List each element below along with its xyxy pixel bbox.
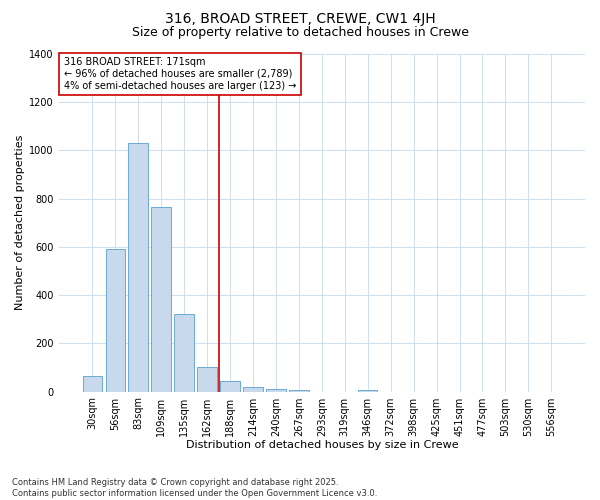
Text: 316, BROAD STREET, CREWE, CW1 4JH: 316, BROAD STREET, CREWE, CW1 4JH — [164, 12, 436, 26]
Bar — [220, 380, 240, 392]
Bar — [175, 314, 194, 392]
Bar — [151, 207, 171, 392]
Bar — [197, 368, 217, 392]
X-axis label: Distribution of detached houses by size in Crewe: Distribution of detached houses by size … — [185, 440, 458, 450]
Bar — [128, 143, 148, 392]
Bar — [83, 376, 102, 392]
Text: 316 BROAD STREET: 171sqm
← 96% of detached houses are smaller (2,789)
4% of semi: 316 BROAD STREET: 171sqm ← 96% of detach… — [64, 58, 296, 90]
Bar — [106, 250, 125, 392]
Bar — [266, 389, 286, 392]
Bar — [289, 390, 308, 392]
Bar — [358, 390, 377, 392]
Text: Contains HM Land Registry data © Crown copyright and database right 2025.
Contai: Contains HM Land Registry data © Crown c… — [12, 478, 377, 498]
Bar — [243, 387, 263, 392]
Text: Size of property relative to detached houses in Crewe: Size of property relative to detached ho… — [131, 26, 469, 39]
Y-axis label: Number of detached properties: Number of detached properties — [15, 135, 25, 310]
